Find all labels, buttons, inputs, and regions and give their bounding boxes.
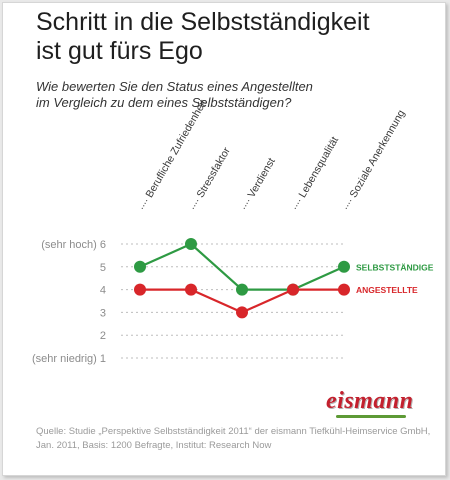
data-point bbox=[338, 283, 350, 296]
source-note: Quelle: Studie „Perspektive Selbstständi… bbox=[36, 425, 436, 453]
y-tick-label: (sehr hoch) 6 bbox=[41, 239, 106, 251]
data-point bbox=[236, 283, 248, 296]
chart-subtitle: Wie bewerten Sie den Status eines Angest… bbox=[36, 79, 436, 111]
source-line-2: Jan. 2011, Basis: 1200 Befragte, Institu… bbox=[36, 440, 272, 451]
eismann-logo: eismann bbox=[326, 388, 414, 414]
eismann-logo-swoosh bbox=[336, 415, 406, 418]
data-point bbox=[236, 306, 248, 319]
y-tick-label: 5 bbox=[100, 262, 106, 274]
chart-title-line-2: ist gut fürs Ego bbox=[36, 37, 203, 65]
data-point bbox=[338, 260, 350, 273]
category-label: ∙∙∙∙ Verdienst bbox=[238, 156, 278, 213]
series-label: SELBSTSTÄNDIGE bbox=[356, 262, 434, 272]
data-point bbox=[287, 283, 299, 296]
source-line-1: Quelle: Studie „Perspektive Selbstständi… bbox=[36, 426, 431, 437]
data-point bbox=[185, 283, 197, 296]
category-label: ∙∙∙∙ Stressfaktor bbox=[187, 145, 233, 213]
series-label: ANGESTELLTE bbox=[356, 285, 418, 295]
data-point bbox=[185, 238, 197, 250]
category-label: ∙∙∙∙ Soziale Anerkennung bbox=[340, 108, 407, 213]
y-tick-label: 2 bbox=[100, 330, 106, 342]
chart-subtitle-line-2: im Vergleich zu dem eines Selbstständige… bbox=[36, 95, 292, 110]
y-tick-label: 4 bbox=[100, 285, 106, 297]
data-point bbox=[134, 260, 146, 273]
chart-title-line-1: Schritt in die Selbstständigkeit bbox=[36, 8, 370, 36]
infographic-card bbox=[2, 2, 446, 476]
category-label: ∙∙∙∙ Lebensqualität bbox=[289, 135, 341, 213]
chart-subtitle-line-1: Wie bewerten Sie den Status eines Angest… bbox=[36, 79, 313, 94]
chart-title: Schritt in die Selbstständigkeit ist gut… bbox=[36, 8, 436, 66]
y-tick-label: 3 bbox=[100, 307, 106, 319]
y-tick-label: (sehr niedrig) 1 bbox=[32, 353, 106, 365]
data-point bbox=[134, 283, 146, 296]
